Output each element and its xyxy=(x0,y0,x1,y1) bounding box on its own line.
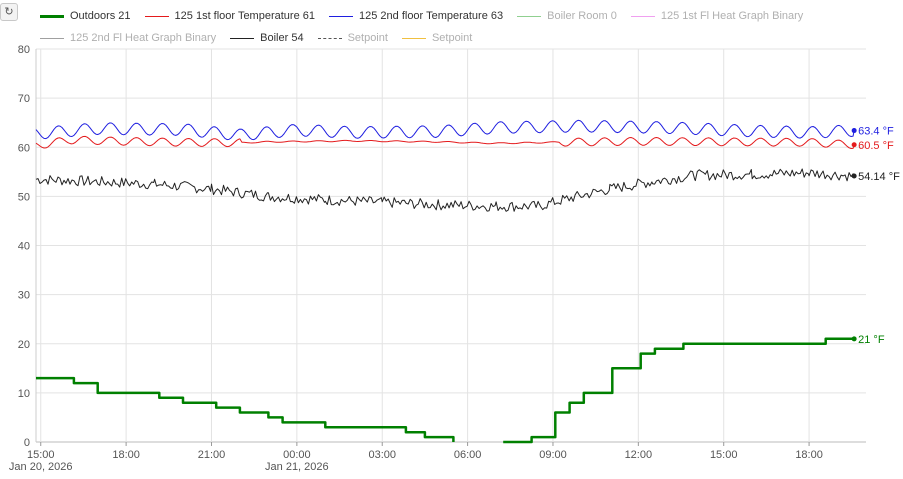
x-tick-label: 18:00 xyxy=(112,449,140,461)
legend-row: Outdoors 21 125 1st floor Temperature 61 1… xyxy=(40,5,890,27)
x-tick-label: 06:00 xyxy=(454,449,482,461)
x-tick-label: 15:00 xyxy=(27,449,55,461)
y-tick-label: 40 xyxy=(18,241,30,253)
series-end-point xyxy=(851,142,857,148)
x-tick-label: 12:00 xyxy=(625,449,653,461)
legend-label: 125 2nd floor Temperature 63 xyxy=(359,10,504,22)
refresh-icon: ↻ xyxy=(4,6,14,18)
x-tick-label: 15:00 xyxy=(710,449,738,461)
y-tick-label: 60 xyxy=(18,142,30,154)
legend-swatch xyxy=(630,15,655,17)
legend-swatch xyxy=(517,15,542,17)
legend-item[interactable]: Boiler Room 0 xyxy=(517,10,617,22)
x-tick-label: 09:00 xyxy=(539,449,567,461)
x-date-label: Jan 21, 2026 xyxy=(265,461,329,473)
x-tick-label: 18:00 xyxy=(795,449,823,461)
x-date-label: Jan 20, 2026 xyxy=(9,461,73,473)
legend-item[interactable]: 125 2nd floor Temperature 63 xyxy=(329,10,503,22)
legend-label: 125 1st floor Temperature 61 xyxy=(174,10,315,22)
y-tick-label: 10 xyxy=(18,388,30,400)
legend-swatch xyxy=(40,14,64,18)
series-end-point xyxy=(851,173,857,179)
legend-item[interactable]: 125 2nd Fl Heat Graph Binary xyxy=(40,32,216,44)
legend-label: 125 2nd Fl Heat Graph Binary xyxy=(70,32,217,44)
legend-item[interactable]: Setpoint xyxy=(317,32,388,44)
legend-swatch xyxy=(144,15,169,17)
legend-swatch xyxy=(401,37,426,39)
y-tick-label: 30 xyxy=(18,290,30,302)
series-end-label: 60.5 °F xyxy=(858,140,894,152)
legend-item[interactable]: 125 1st Fl Heat Graph Binary xyxy=(630,10,804,22)
y-tick-label: 80 xyxy=(18,44,30,56)
y-tick-label: 50 xyxy=(18,191,30,203)
refresh-button[interactable]: ↻ xyxy=(0,3,18,21)
legend-row: 125 2nd Fl Heat Graph Binary Boiler 54 Set… xyxy=(40,27,890,49)
series-line xyxy=(35,135,855,149)
legend-label: Setpoint xyxy=(431,32,473,44)
series-end-point xyxy=(851,128,857,134)
legend-label: Outdoors 21 xyxy=(70,10,131,22)
legend-item[interactable]: Boiler 54 xyxy=(230,32,304,44)
series-line xyxy=(36,337,855,444)
legend-swatch xyxy=(317,37,342,39)
legend-label: 125 1st Fl Heat Graph Binary xyxy=(660,10,804,22)
legend-item[interactable]: 125 1st floor Temperature 61 xyxy=(144,10,315,22)
series-end-point xyxy=(851,336,857,342)
legend-label: Boiler Room 0 xyxy=(547,10,617,22)
series-end-label: 21 °F xyxy=(858,334,885,346)
series-line xyxy=(35,168,855,212)
y-tick-label: 0 xyxy=(24,437,30,449)
y-tick-label: 20 xyxy=(18,339,30,351)
legend-label: Setpoint xyxy=(347,32,388,44)
legend-item[interactable]: Outdoors 21 xyxy=(40,10,131,22)
legend-label: Boiler 54 xyxy=(260,32,304,44)
series-end-label: 63.4 °F xyxy=(858,126,894,138)
legend-swatch xyxy=(329,15,353,17)
legend-swatch xyxy=(40,37,64,39)
series-end-label: 54.14 °F xyxy=(858,171,900,183)
legend-swatch xyxy=(230,37,255,39)
x-tick-label: 03:00 xyxy=(368,449,396,461)
chart-legend: Outdoors 21 125 1st floor Temperature 61 1… xyxy=(40,5,890,49)
x-tick-label: 21:00 xyxy=(198,449,226,461)
x-tick-label: 00:00 xyxy=(283,449,311,461)
legend-item[interactable]: Setpoint xyxy=(401,32,473,44)
y-tick-label: 70 xyxy=(18,93,30,105)
series-line xyxy=(35,119,855,141)
